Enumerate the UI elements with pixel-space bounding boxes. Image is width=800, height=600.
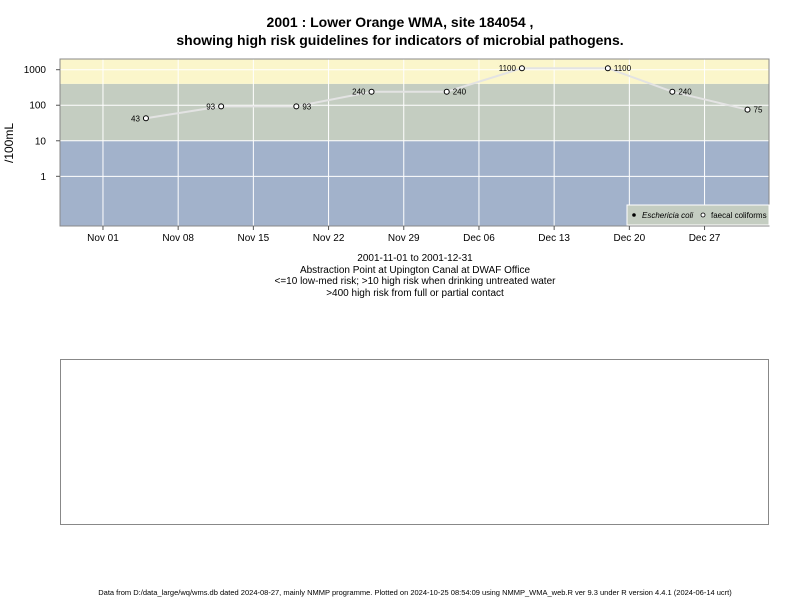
data-point-1	[218, 103, 225, 110]
x-tick-label-0: Nov 01	[87, 233, 119, 244]
data-label-1: 93	[206, 102, 215, 111]
legend-marker-ecoli	[632, 213, 636, 217]
y-tick-label-1: 10	[35, 136, 47, 147]
chart-title-line-1: 2001 : Lower Orange WMA, site 184054 ,	[266, 14, 534, 30]
data-point-4	[443, 88, 450, 95]
data-point-3	[368, 88, 375, 95]
data-label-4: 240	[453, 88, 467, 97]
subtitle-date-range: 2001-11-01 to 2001-12-31	[357, 253, 473, 264]
data-point-7	[669, 88, 676, 95]
x-tick-label-7: Dec 20	[614, 233, 646, 244]
y-axis: 1 10 100 1000	[24, 65, 60, 183]
y-axis-label: /100mL	[2, 123, 16, 163]
x-tick-label-8: Dec 27	[689, 233, 721, 244]
footer-note: Data from D:/data_large/wq/wms.db dated …	[98, 588, 732, 597]
risk-bands	[60, 59, 769, 226]
x-tick-label-1: Nov 08	[162, 233, 194, 244]
x-tick-label-5: Dec 06	[463, 233, 495, 244]
x-tick-label-4: Nov 29	[388, 233, 420, 244]
y-tick-label-2: 100	[29, 101, 46, 112]
data-point-8	[744, 106, 751, 113]
x-tick-label-6: Dec 13	[538, 233, 570, 244]
data-point-0	[142, 115, 149, 122]
series-faecal-coliforms: 43 93 93 240 240 1100 1100 240 75	[131, 64, 763, 123]
data-label-0: 43	[131, 114, 140, 123]
data-label-6: 1100	[614, 64, 632, 73]
data-label-3: 240	[352, 88, 366, 97]
subtitle-risk-guideline-contact: >400 high risk from full or partial cont…	[326, 287, 504, 299]
x-tick-label-3: Nov 22	[313, 233, 345, 244]
legend-marker-faecal-coliforms	[700, 212, 706, 218]
legend-box	[626, 204, 770, 226]
subtitle-site-name: Abstraction Point at Upington Canal at D…	[299, 264, 531, 276]
data-point-6	[604, 65, 611, 72]
risk-band-2	[60, 59, 769, 84]
data-label-5: 1100	[499, 64, 517, 73]
data-label-2: 93	[302, 102, 311, 111]
chart-title-line-2: showing high risk guidelines for indicat…	[176, 32, 624, 48]
legend: Eschericia coli faecal coliforms	[626, 204, 770, 226]
data-point-5	[518, 65, 525, 72]
x-tick-label-2: Nov 15	[238, 233, 270, 244]
data-label-7: 240	[678, 88, 692, 97]
legend-label-faecal-coliforms: faecal coliforms	[711, 211, 767, 220]
data-point-2	[293, 103, 300, 110]
empty-secondary-panel	[60, 359, 769, 525]
data-label-8: 75	[754, 106, 763, 115]
subtitle-risk-guideline-drinking: <=10 low-med risk; >10 high risk when dr…	[274, 276, 556, 287]
grid-lines	[60, 59, 769, 226]
legend-label-ecoli: Eschericia coli	[642, 211, 693, 220]
x-axis: Nov 01 Nov 08 Nov 15 Nov 22 Nov 29 Dec 06 Dec …	[87, 226, 721, 244]
y-tick-label-0: 1	[40, 172, 46, 183]
y-tick-label-3: 1000	[24, 65, 47, 76]
plot-border	[59, 58, 770, 227]
